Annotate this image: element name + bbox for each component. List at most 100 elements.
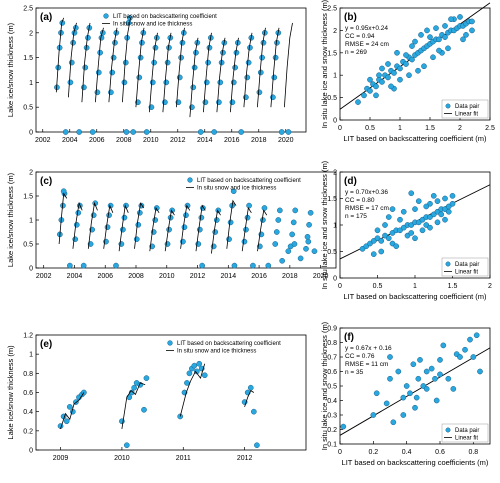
data-point <box>419 227 426 234</box>
data-point <box>181 224 188 231</box>
data-point <box>473 332 480 339</box>
data-point <box>197 129 204 135</box>
data-point <box>285 129 292 135</box>
data-point <box>389 206 396 212</box>
data-point <box>430 54 436 61</box>
data-point <box>250 408 257 415</box>
data-point <box>412 235 418 242</box>
in-situ-thickness-line <box>58 192 68 245</box>
data-point <box>196 226 203 233</box>
data-point <box>463 32 469 38</box>
data-point <box>432 375 438 382</box>
data-point <box>291 241 298 247</box>
data-point <box>211 129 218 135</box>
data-point <box>213 217 220 223</box>
data-point <box>113 262 119 269</box>
in-situ-thickness-line <box>203 32 212 113</box>
data-point <box>477 368 483 375</box>
data-point <box>412 404 418 411</box>
data-point <box>143 375 150 381</box>
data-point <box>410 361 417 368</box>
in-situ-thickness-line <box>241 206 252 252</box>
panel-label: (c) <box>40 176 52 187</box>
in-situ-thickness-line <box>257 209 268 252</box>
legend-label: In situ snow and ice thickness <box>197 186 276 192</box>
data-point <box>412 206 418 212</box>
in-situ-thickness-line <box>179 363 206 417</box>
data-point <box>231 262 238 269</box>
y-tick-label: 1 <box>333 73 337 80</box>
y-tick-label: 2.5 <box>327 6 337 13</box>
data-point <box>186 370 193 377</box>
data-point <box>120 226 126 233</box>
data-point <box>440 342 447 349</box>
x-tick-label: 2004 <box>67 273 83 280</box>
in-situ-thickness-line <box>189 37 199 118</box>
data-point <box>457 354 463 360</box>
data-point <box>442 34 448 40</box>
data-point <box>190 84 197 91</box>
data-point <box>445 208 452 215</box>
legend-label: Data pair <box>455 104 479 110</box>
x-tick-label: 1.5 <box>425 125 435 132</box>
data-point <box>395 368 402 375</box>
y-tick-label: 0.7 <box>327 355 337 362</box>
y-tick-label: 1.5 <box>23 194 33 201</box>
y-tick-label: 2 <box>333 170 337 177</box>
y-axis-label: Lake ice/snow thickness (m) <box>6 172 15 267</box>
x-tick-label: 0.2 <box>368 449 378 456</box>
legend-label: Linear fit <box>455 112 478 118</box>
data-point <box>196 360 203 367</box>
x-tick-label: 0.6 <box>435 449 445 456</box>
stats-annotation: RMSE = 24 cm <box>345 41 389 48</box>
in-situ-thickness-line <box>122 17 131 103</box>
y-tick-label: 0.5 <box>23 105 33 112</box>
data-point <box>163 79 170 86</box>
x-tick-label: 2020 <box>278 137 294 144</box>
x-tick-label: 0.8 <box>468 449 478 456</box>
y-tick-label: 1 <box>29 352 33 359</box>
data-point <box>191 64 198 71</box>
y-tick-label: 2 <box>333 28 337 35</box>
data-point <box>108 89 114 96</box>
data-point <box>370 251 377 257</box>
legend-label: LIT based on backscattering coefficient <box>177 341 281 347</box>
x-tick-label: 2010 <box>114 455 130 462</box>
data-point <box>272 241 279 247</box>
data-point <box>430 193 437 199</box>
data-point <box>62 129 69 135</box>
data-point <box>198 214 205 221</box>
in-situ-thickness-line <box>195 204 206 252</box>
data-point <box>189 104 195 111</box>
data-point <box>397 76 403 83</box>
data-point <box>203 79 210 86</box>
x-tick-label: 0.4 <box>402 449 412 456</box>
data-point <box>373 83 379 90</box>
data-point <box>121 79 128 86</box>
legend-marker <box>445 261 451 267</box>
in-situ-thickness-line <box>211 209 221 254</box>
data-point <box>151 59 157 66</box>
y-tick-label: 1.5 <box>23 55 33 62</box>
data-point <box>421 63 427 70</box>
data-point <box>76 129 83 135</box>
data-point <box>434 198 441 204</box>
data-point <box>257 69 264 76</box>
x-tick-label: 2018 <box>282 273 298 280</box>
data-point <box>390 419 397 426</box>
x-tick-label: 2016 <box>251 273 267 280</box>
x-tick-label: 2012 <box>190 273 206 280</box>
in-situ-thickness-line <box>244 390 255 408</box>
data-point <box>382 222 388 228</box>
in-situ-thickness-line <box>149 32 158 113</box>
data-point <box>417 357 423 363</box>
x-tick-label: 2006 <box>89 137 105 144</box>
stats-annotation: n = 269 <box>345 49 367 56</box>
data-point <box>137 54 144 61</box>
data-point <box>415 198 422 204</box>
data-point <box>238 129 245 135</box>
data-point <box>387 375 393 382</box>
in-situ-thickness-line <box>95 27 104 103</box>
legend-marker <box>103 13 109 19</box>
